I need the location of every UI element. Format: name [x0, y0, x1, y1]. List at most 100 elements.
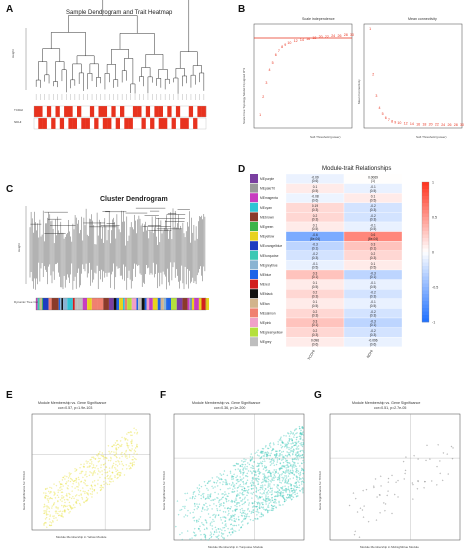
trait-cell: [77, 106, 82, 117]
scatter-point: [248, 510, 251, 512]
scatter-point: [291, 494, 293, 496]
scatter-point: [230, 501, 232, 503]
colorbar-step: [422, 227, 429, 232]
power-label: 12: [404, 122, 408, 126]
scatter-point: [281, 473, 283, 475]
scatter-point: [244, 516, 246, 518]
scatter-point: [265, 451, 267, 454]
scatter-point: [254, 474, 256, 476]
p-value: (1): [371, 179, 375, 183]
trait-axis-label: TCDHI: [307, 349, 316, 361]
scatter-point: [59, 489, 61, 491]
scatter-point: [270, 501, 272, 503]
scatter-point: [59, 483, 62, 485]
dendrogram-branch: [124, 58, 134, 84]
dendrogram-branch: [87, 73, 93, 90]
scatter-point: [204, 536, 206, 538]
scatter-point: [200, 494, 202, 497]
scatter-point: [72, 507, 74, 509]
scatter-point: [219, 473, 221, 475]
scatter-point: [115, 470, 117, 472]
scatter-point: [240, 521, 243, 523]
scatter-point: [112, 444, 115, 446]
colorbar-step: [422, 206, 429, 211]
scatter-point: [288, 489, 291, 492]
scatter-point: [273, 495, 276, 498]
scatter-point: [405, 456, 407, 458]
scatter-point: [75, 481, 77, 483]
panel-letter-f: F: [160, 390, 167, 401]
scatter-point: [192, 493, 194, 495]
scatter-point: [289, 433, 291, 435]
scatter-point: [133, 449, 136, 451]
p-value: (0.3): [312, 314, 319, 318]
scatter-point: [266, 477, 268, 479]
scatter-point: [75, 477, 77, 480]
scatter-point: [211, 528, 214, 530]
scatter-point: [271, 449, 273, 452]
power-label: 14: [300, 38, 304, 42]
module-color-segment: [141, 298, 145, 310]
panel-g-title: Module Membership vs. Gene Significance: [352, 401, 420, 405]
scatter-point: [288, 493, 291, 496]
dendrogram-branch: [164, 78, 170, 90]
scatter-point: [233, 520, 235, 522]
scatter-point: [259, 488, 261, 491]
scatter-point: [261, 450, 264, 453]
scatter-point: [249, 470, 252, 472]
scatter-point: [278, 478, 281, 480]
scatter-point: [285, 488, 287, 490]
p-value: (0.3): [312, 294, 319, 298]
scatter-point: [292, 442, 294, 444]
scatter-point: [61, 495, 63, 497]
colorbar-step: [422, 287, 429, 291]
scatter-point: [297, 454, 300, 456]
scatter-point: [285, 445, 287, 447]
colorbar-step: [422, 252, 429, 256]
scatter-point: [136, 453, 138, 455]
scatter-point: [81, 470, 84, 473]
power-label: 10: [287, 41, 291, 45]
scatter-point: [100, 466, 102, 469]
scatter-point: [232, 524, 234, 527]
scatter-point: [242, 486, 244, 488]
scatter-point: [288, 448, 290, 451]
scatter-point: [254, 452, 256, 454]
scatter-point: [67, 488, 69, 490]
scatter-point: [246, 523, 249, 525]
scatter-point: [296, 455, 298, 457]
b-right-frame: [363, 23, 463, 129]
scatter-point: [281, 476, 283, 479]
scatter-point: [278, 474, 281, 476]
scatter-point: [269, 483, 271, 485]
trait-cell: [111, 118, 116, 129]
scatter-point: [217, 497, 219, 499]
scatter-point: [285, 480, 287, 482]
scatter-point: [300, 456, 303, 459]
scatter-point: [256, 505, 258, 508]
panel-a-dendrogram-heatmap: Height TCDHI NDHI: [11, 0, 207, 130]
trait-cell: [68, 118, 73, 129]
trait-cell: [38, 106, 43, 117]
scatter-point: [253, 505, 255, 507]
trait-cell: [89, 106, 95, 117]
panel-e-scatter: Module Membership vs. Gene Significance …: [22, 401, 151, 539]
scatter-point: [207, 508, 209, 510]
scatter-point: [83, 481, 85, 484]
scatter-point: [242, 498, 244, 501]
scatter-point: [281, 445, 284, 448]
scatter-point: [287, 475, 290, 477]
scatter-point: [282, 458, 284, 460]
scatter-point: [136, 431, 139, 434]
scatter-point: [86, 475, 88, 478]
scatter-point: [277, 443, 279, 445]
scatter-point: [244, 460, 246, 463]
correlation-value: 0.6: [371, 233, 376, 237]
scatter-point: [216, 497, 218, 499]
scatter-point: [132, 459, 134, 461]
panel-letter-c: C: [6, 184, 14, 195]
scatter-point: [237, 486, 239, 489]
scatter-point: [295, 481, 297, 483]
scatter-point: [279, 494, 281, 497]
scatter-point: [293, 449, 295, 451]
